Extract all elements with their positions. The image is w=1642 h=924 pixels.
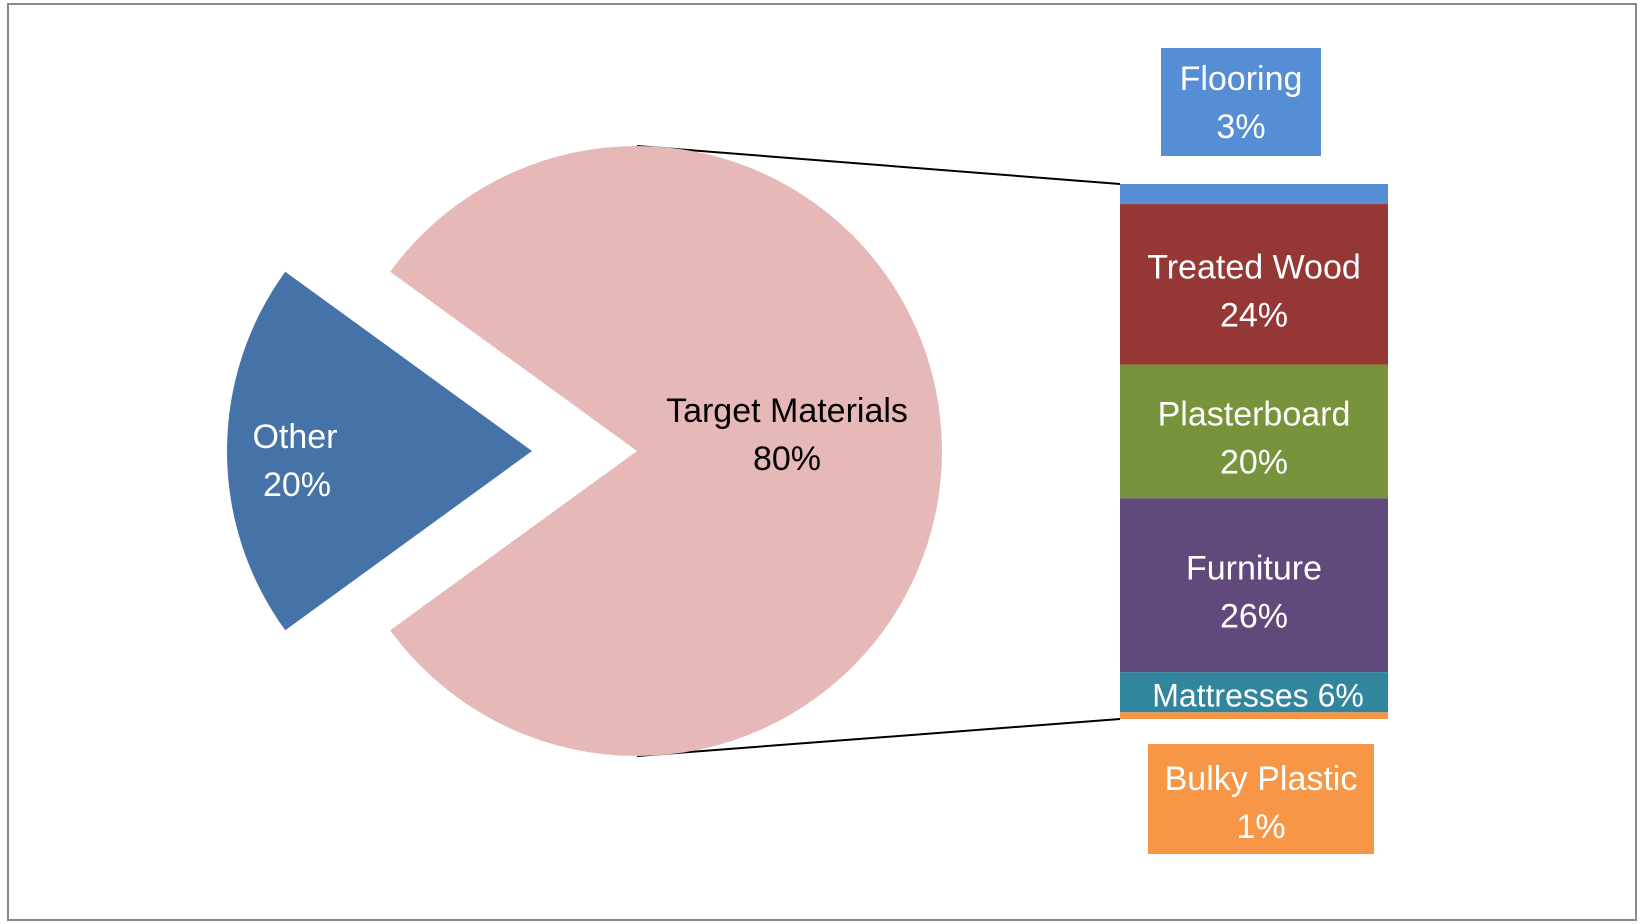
label-treated-wood-value: 24%	[1220, 296, 1288, 334]
label-plasterboard-name: Plasterboard	[1158, 395, 1351, 433]
pie-label-other-name: Other	[252, 418, 337, 456]
bar-segment-furniture	[1120, 498, 1388, 673]
bar-segment-bulky-plastic	[1120, 712, 1388, 719]
label-flooring-name: Flooring	[1180, 60, 1303, 98]
pie-slice-other	[227, 271, 532, 631]
pie-label-target-materials-value: 80%	[753, 440, 821, 478]
label-flooring-value: 3%	[1216, 108, 1265, 146]
pie-slice-target-materials	[390, 145, 943, 756]
bar-segment-mattresses	[1120, 672, 1388, 713]
pie-label-target-materials-name: Target Materials	[666, 392, 908, 430]
label-mattresses: Mattresses 6%	[1152, 677, 1364, 713]
pie-label-other-value: 20%	[263, 466, 331, 504]
bar-segment-treated-wood	[1120, 204, 1388, 365]
connector-lines	[636, 145, 1121, 757]
label-plasterboard-value: 20%	[1220, 443, 1288, 481]
breakdown-labels: Flooring 3% Treated Wood 24% Plasterboard 20%…	[1147, 48, 1374, 854]
bar-segment-plasterboard	[1120, 364, 1388, 499]
connector-line-top	[636, 145, 1121, 185]
breakdown-stacked-bar	[1120, 184, 1388, 719]
callout-box-flooring	[1161, 48, 1321, 156]
label-bulky-plastic-name: Bulky Plastic	[1165, 760, 1358, 798]
bar-segment-flooring	[1120, 184, 1388, 205]
callout-box-bulky-plastic	[1148, 744, 1374, 854]
label-treated-wood-name: Treated Wood	[1147, 248, 1361, 286]
pie: Target Materials 80% Other 20%	[227, 145, 943, 756]
label-bulky-plastic-value: 1%	[1236, 808, 1285, 846]
connector-line-bottom	[636, 718, 1121, 757]
label-furniture-name: Furniture	[1186, 549, 1322, 587]
label-furniture-value: 26%	[1220, 597, 1288, 635]
